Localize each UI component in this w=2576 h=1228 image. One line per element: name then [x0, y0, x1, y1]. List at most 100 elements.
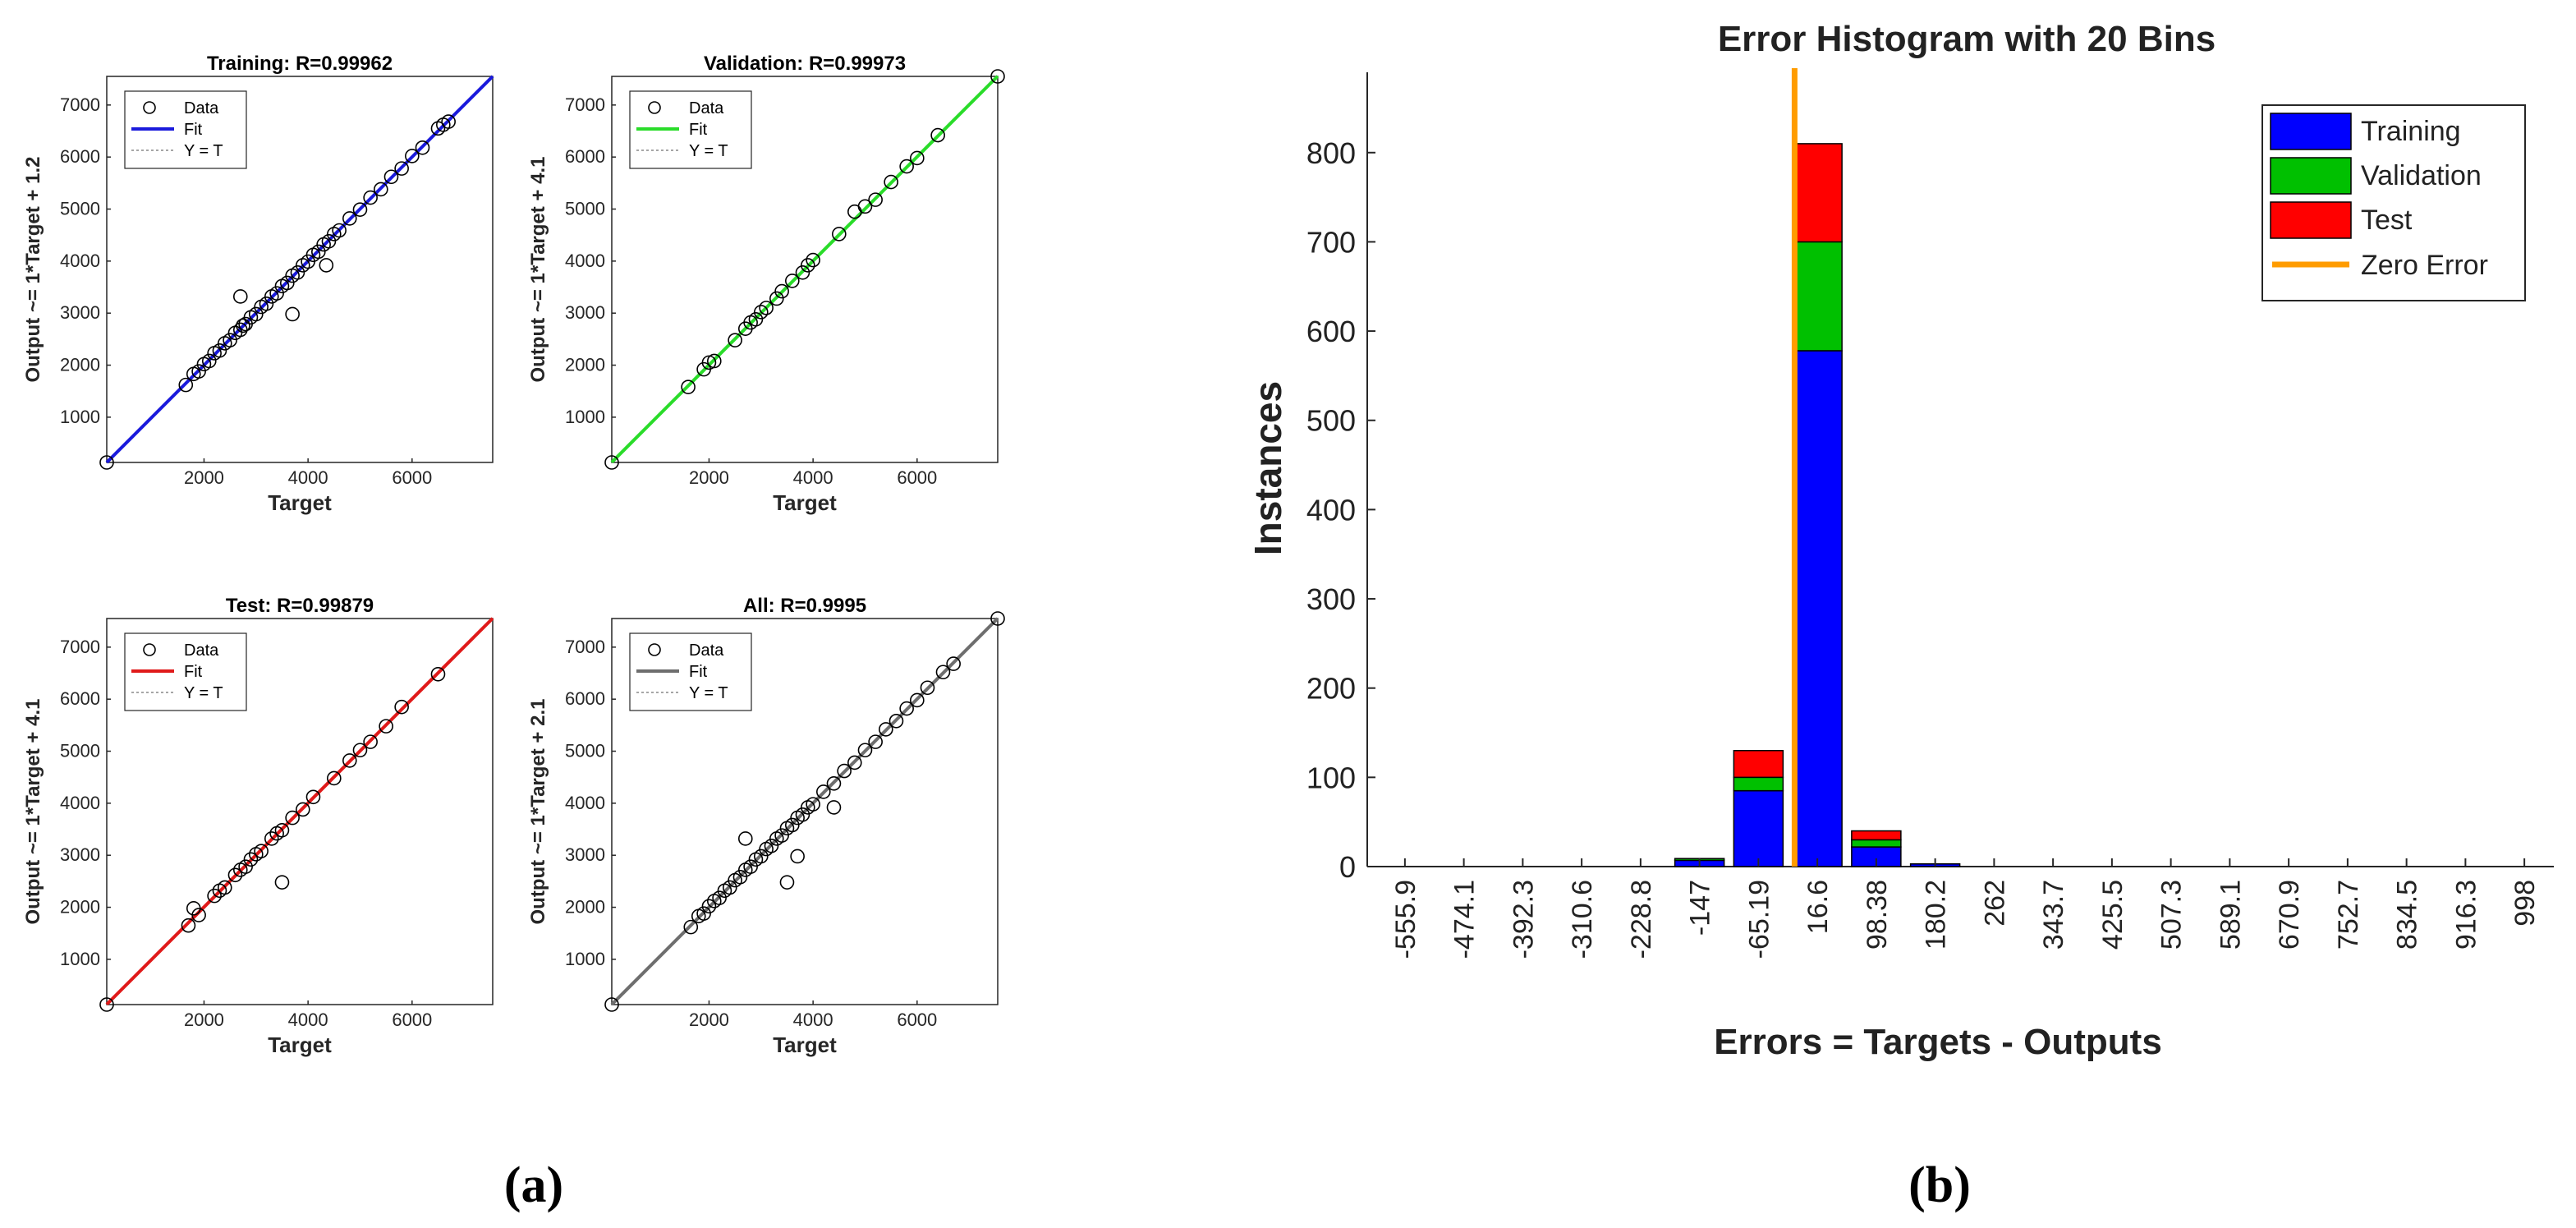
- y-tick-label: 2000: [565, 897, 605, 918]
- data-point: [899, 159, 914, 174]
- legend-training: Data Fit Y = T: [124, 90, 247, 169]
- data-point: [857, 199, 873, 214]
- data-point: [279, 275, 295, 291]
- data-point: [889, 713, 904, 729]
- data-point: [683, 919, 699, 935]
- bar-training-bin-7: [1792, 350, 1843, 867]
- legend-label-data: Data: [689, 99, 724, 117]
- x-tick-label: -65.19: [1743, 880, 1775, 959]
- x-tick-label: -147: [1685, 880, 1716, 936]
- data-point: [795, 807, 810, 822]
- fit-line-all: [610, 617, 999, 1006]
- data-point: [99, 997, 114, 1012]
- data-point: [728, 333, 742, 347]
- data-point: [243, 852, 259, 867]
- bar-test-bin-6: [1733, 750, 1784, 779]
- data-point: [879, 722, 893, 737]
- data-point: [784, 274, 800, 288]
- x-tick-label: -555.9: [1390, 880, 1421, 959]
- data-point: [327, 770, 342, 786]
- regression-plot-validation: Validation: R=0.99973 2000 4000 6000 1000 200…: [527, 53, 1005, 515]
- y-tick-label: 7000: [565, 94, 605, 115]
- y-axis-label-test: Output ~= 1*Target + 4.1: [22, 699, 44, 925]
- data-point: [753, 305, 769, 320]
- data-point: [910, 150, 925, 166]
- x-tick-label: 4000: [793, 1010, 833, 1030]
- data-point: [305, 789, 321, 805]
- data-point: [296, 802, 310, 817]
- y-tick-label: 3000: [565, 844, 605, 865]
- y-tick-label: 4000: [60, 251, 100, 271]
- data-point: [910, 692, 925, 708]
- regression-plot-test: Test: R=0.99879 2000 4000 6000 1000 2000 3000 4…: [22, 595, 494, 1057]
- data-point: [363, 734, 378, 749]
- y-tick-label: 6000: [60, 688, 100, 709]
- data-point: [899, 701, 914, 716]
- y-tick-label: 6000: [565, 688, 605, 709]
- y-tick-label: 5000: [60, 199, 100, 219]
- y-axis-label-training: Output ~= 1*Target + 1.2: [22, 157, 44, 383]
- x-tick-label: 2000: [689, 467, 729, 488]
- y-tick-label: 4000: [565, 793, 605, 813]
- data-point: [920, 680, 935, 696]
- y-tick-label: 1000: [60, 407, 100, 427]
- data-point: [394, 161, 409, 176]
- data-point: [946, 656, 961, 671]
- data-point: [363, 190, 378, 205]
- histogram-legend: Training Validation Test Zero Error: [2261, 104, 2526, 301]
- data-point: [269, 286, 284, 301]
- data-point: [212, 343, 227, 358]
- data-point: [990, 611, 1005, 626]
- data-point: [285, 306, 300, 322]
- x-tick-label: 589.1: [2215, 880, 2246, 950]
- x-tick-label: 916.3: [2450, 880, 2482, 950]
- data-point: [201, 353, 217, 369]
- y-tick-label: 4000: [565, 251, 605, 271]
- bar-test-bin-8: [1851, 830, 1902, 841]
- regression-panels: Training: R=0.99962 2000 4000 6000 1000 2000 3…: [22, 53, 1005, 1057]
- histogram-y-axis-label: Instances: [1247, 381, 1289, 555]
- legend-label-fit: Fit: [689, 663, 708, 681]
- regression-plot-training: Training: R=0.99962 2000 4000 6000 1000 2000 3…: [22, 53, 494, 515]
- legend-label-fit: Fit: [184, 121, 203, 139]
- x-tick-label: 343.7: [2038, 880, 2069, 950]
- legend-label-validation: Validation: [2361, 160, 2482, 191]
- data-point: [779, 875, 795, 890]
- data-point: [415, 140, 430, 155]
- x-tick-label: -392.3: [1508, 880, 1539, 959]
- x-tick-label: 670.9: [2274, 880, 2305, 950]
- data-point: [826, 800, 842, 815]
- legend-label-zero-error: Zero Error: [2361, 250, 2488, 281]
- data-point: [236, 318, 250, 333]
- data-point: [790, 849, 805, 864]
- x-tick-label: 507.3: [2156, 880, 2188, 950]
- fit-line-training: [105, 75, 494, 464]
- data-point: [383, 169, 399, 185]
- legend-swatch-data: [648, 101, 661, 114]
- data-point: [868, 734, 883, 749]
- data-point: [394, 699, 409, 715]
- legend-label-data: Data: [184, 642, 219, 660]
- data-point: [774, 283, 789, 299]
- data-point: [743, 859, 758, 874]
- y-tick-label: 4000: [60, 793, 100, 813]
- data-point: [379, 719, 393, 734]
- data-point: [681, 379, 696, 394]
- data-point: [732, 870, 748, 885]
- legend-label-identity: Y = T: [689, 142, 728, 160]
- y-tick-label: 7000: [565, 637, 605, 657]
- x-tick-label: 998: [2509, 880, 2541, 927]
- bar-training-bin-6: [1733, 789, 1784, 867]
- chart-title-training: Training: R=0.99962: [207, 53, 393, 75]
- bar-validation-bin-6: [1733, 776, 1784, 792]
- fit-line-test: [105, 617, 494, 1006]
- data-point: [319, 258, 334, 273]
- data-point: [706, 353, 722, 369]
- y-tick-label: 2000: [60, 355, 100, 375]
- y-tick-label: 1000: [60, 949, 100, 969]
- y-tick-label: 300: [1306, 582, 1356, 616]
- data-point: [248, 306, 264, 322]
- data-point: [181, 918, 196, 933]
- x-tick-label: 2000: [184, 1010, 224, 1030]
- legend-swatch-test: [2270, 201, 2352, 239]
